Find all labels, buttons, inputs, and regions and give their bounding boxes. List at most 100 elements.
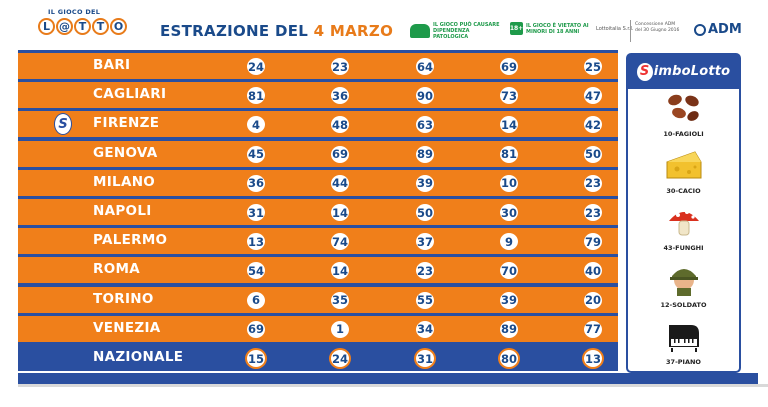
simbolo-item: 30-CACIO <box>628 148 739 202</box>
header-divider <box>630 20 631 42</box>
drawn-number: 69 <box>329 143 351 165</box>
drawn-number: 39 <box>498 289 520 311</box>
adm-logo: ADM <box>694 22 742 37</box>
city-name: TORINO <box>93 290 154 307</box>
simbolo-label: 37-PIANO <box>666 358 701 366</box>
drawn-number: 13 <box>582 348 604 369</box>
city-name: BARI <box>93 57 131 73</box>
row-separator <box>18 137 618 141</box>
operator-text: Lottoitalia S.r.l. <box>596 26 634 32</box>
drawn-number: 9 <box>498 231 520 253</box>
drawn-number: 36 <box>329 85 351 107</box>
simbolo-label: 43-FUNGHI <box>663 244 704 252</box>
row-separator <box>18 312 618 316</box>
drawn-number: 10 <box>498 172 520 194</box>
table-row: VENEZIA 69 1 34 89 77 <box>18 315 618 342</box>
row-separator <box>18 49 618 53</box>
drawn-number: 24 <box>245 56 267 77</box>
drawn-number: 69 <box>498 56 520 77</box>
drawn-number: 13 <box>245 231 267 253</box>
drawn-number: 23 <box>582 172 604 194</box>
city-name: VENEZIA <box>93 319 161 336</box>
drawn-number: 77 <box>582 318 604 340</box>
drawn-number: 73 <box>498 85 520 107</box>
table-row: ROMA 54 14 23 70 40 <box>18 257 618 284</box>
city-name: NAZIONALE <box>93 349 184 365</box>
drawn-number: 47 <box>582 85 604 107</box>
drawn-number: 48 <box>329 114 351 136</box>
drawn-number: 64 <box>414 56 436 77</box>
simbolo-item: 12-SOLDATO <box>628 262 739 316</box>
logo-letter: T <box>92 18 109 35</box>
soldier-icon <box>670 269 698 296</box>
drawn-number: 14 <box>498 114 520 136</box>
drawn-number: 79 <box>582 231 604 253</box>
drawn-number: 50 <box>582 143 604 165</box>
simbolo-label: 12-SOLDATO <box>660 301 707 309</box>
warning-icon <box>410 24 430 38</box>
logo-letter: T <box>74 18 91 35</box>
drawn-number: 31 <box>414 348 436 369</box>
table-row: TORINO 6 35 55 39 20 <box>18 286 618 313</box>
drawn-number: 25 <box>582 56 604 77</box>
table-row: NAZIONALE 15 24 31 80 13 <box>18 345 618 371</box>
table-row: NAPOLI 31 14 50 30 23 <box>18 199 618 225</box>
drawn-number: 80 <box>498 348 520 369</box>
lotto-logo: IL GIOCO DEL L @ T T O <box>38 8 138 46</box>
table-row: S FIRENZE 4 48 63 14 42 <box>18 111 618 138</box>
bottom-strip <box>18 373 758 385</box>
row-separator <box>18 254 618 258</box>
drawn-number: 30 <box>498 202 520 223</box>
addiction-warning: IL GIOCO PUÒ CAUSARE DIPENDENZA PATOLOGI… <box>410 22 501 40</box>
simbolo-item: 10-FAGIOLI <box>628 91 739 145</box>
drawn-number: 44 <box>329 172 351 194</box>
title-date: 4 MARZO <box>313 22 394 40</box>
row-separator <box>18 283 618 287</box>
adm-text: ADM <box>708 22 742 37</box>
cheese-icon <box>666 151 702 179</box>
logo-word: L @ T T O <box>38 18 127 35</box>
title-prefix: ESTRAZIONE DEL <box>160 22 314 40</box>
drawn-number: 70 <box>498 260 520 282</box>
drawn-number: 81 <box>245 85 267 107</box>
row-separator <box>18 166 618 170</box>
drawn-number: 14 <box>329 260 351 282</box>
simbolotto-mark-icon: S <box>54 113 72 136</box>
drawn-number: 14 <box>329 202 351 223</box>
drawn-number: 40 <box>582 260 604 282</box>
row-separator <box>18 195 618 199</box>
header: IL GIOCO DEL L @ T T O ESTRAZIONE DEL 4 … <box>18 0 758 50</box>
city-name: NAPOLI <box>93 203 152 219</box>
simbolo-item: 37-PIANO <box>628 319 739 373</box>
drawn-number: 39 <box>414 172 436 194</box>
drawn-number: 23 <box>582 202 604 223</box>
drawn-number: 35 <box>329 289 351 311</box>
logo-letter: @ <box>56 18 73 35</box>
addiction-warning-text: IL GIOCO PUÒ CAUSARE DIPENDENZA PATOLOGI… <box>433 22 500 40</box>
drawn-number: 37 <box>414 231 436 253</box>
drawn-number: 23 <box>414 260 436 282</box>
drawn-number: 50 <box>414 202 436 223</box>
drawn-number: 34 <box>414 318 436 340</box>
drawn-number: 6 <box>245 289 267 311</box>
simbolo-item: 43-FUNGHI <box>628 205 739 259</box>
drawn-number: 89 <box>414 143 436 165</box>
city-name: GENOVA <box>93 144 158 161</box>
logo-top-text: IL GIOCO DEL <box>48 8 101 16</box>
page-title: ESTRAZIONE DEL 4 MARZO <box>160 22 393 40</box>
drawn-number: 74 <box>329 231 351 253</box>
simbolotto-title-rest: imboLotto <box>653 64 731 79</box>
age-warning: 18+ IL GIOCO È VIETATO AI MINORI DI 18 A… <box>510 22 594 35</box>
row-separator <box>18 108 618 112</box>
drawn-number: 55 <box>414 289 436 311</box>
drawn-number: 63 <box>414 114 436 136</box>
drawn-number: 45 <box>245 143 267 165</box>
drawn-number: 15 <box>245 348 267 369</box>
drawn-number: 54 <box>245 260 267 282</box>
row-separator <box>18 225 618 229</box>
drawn-number: 36 <box>245 172 267 194</box>
city-name: MILANO <box>93 173 156 190</box>
drawn-number: 42 <box>582 114 604 136</box>
